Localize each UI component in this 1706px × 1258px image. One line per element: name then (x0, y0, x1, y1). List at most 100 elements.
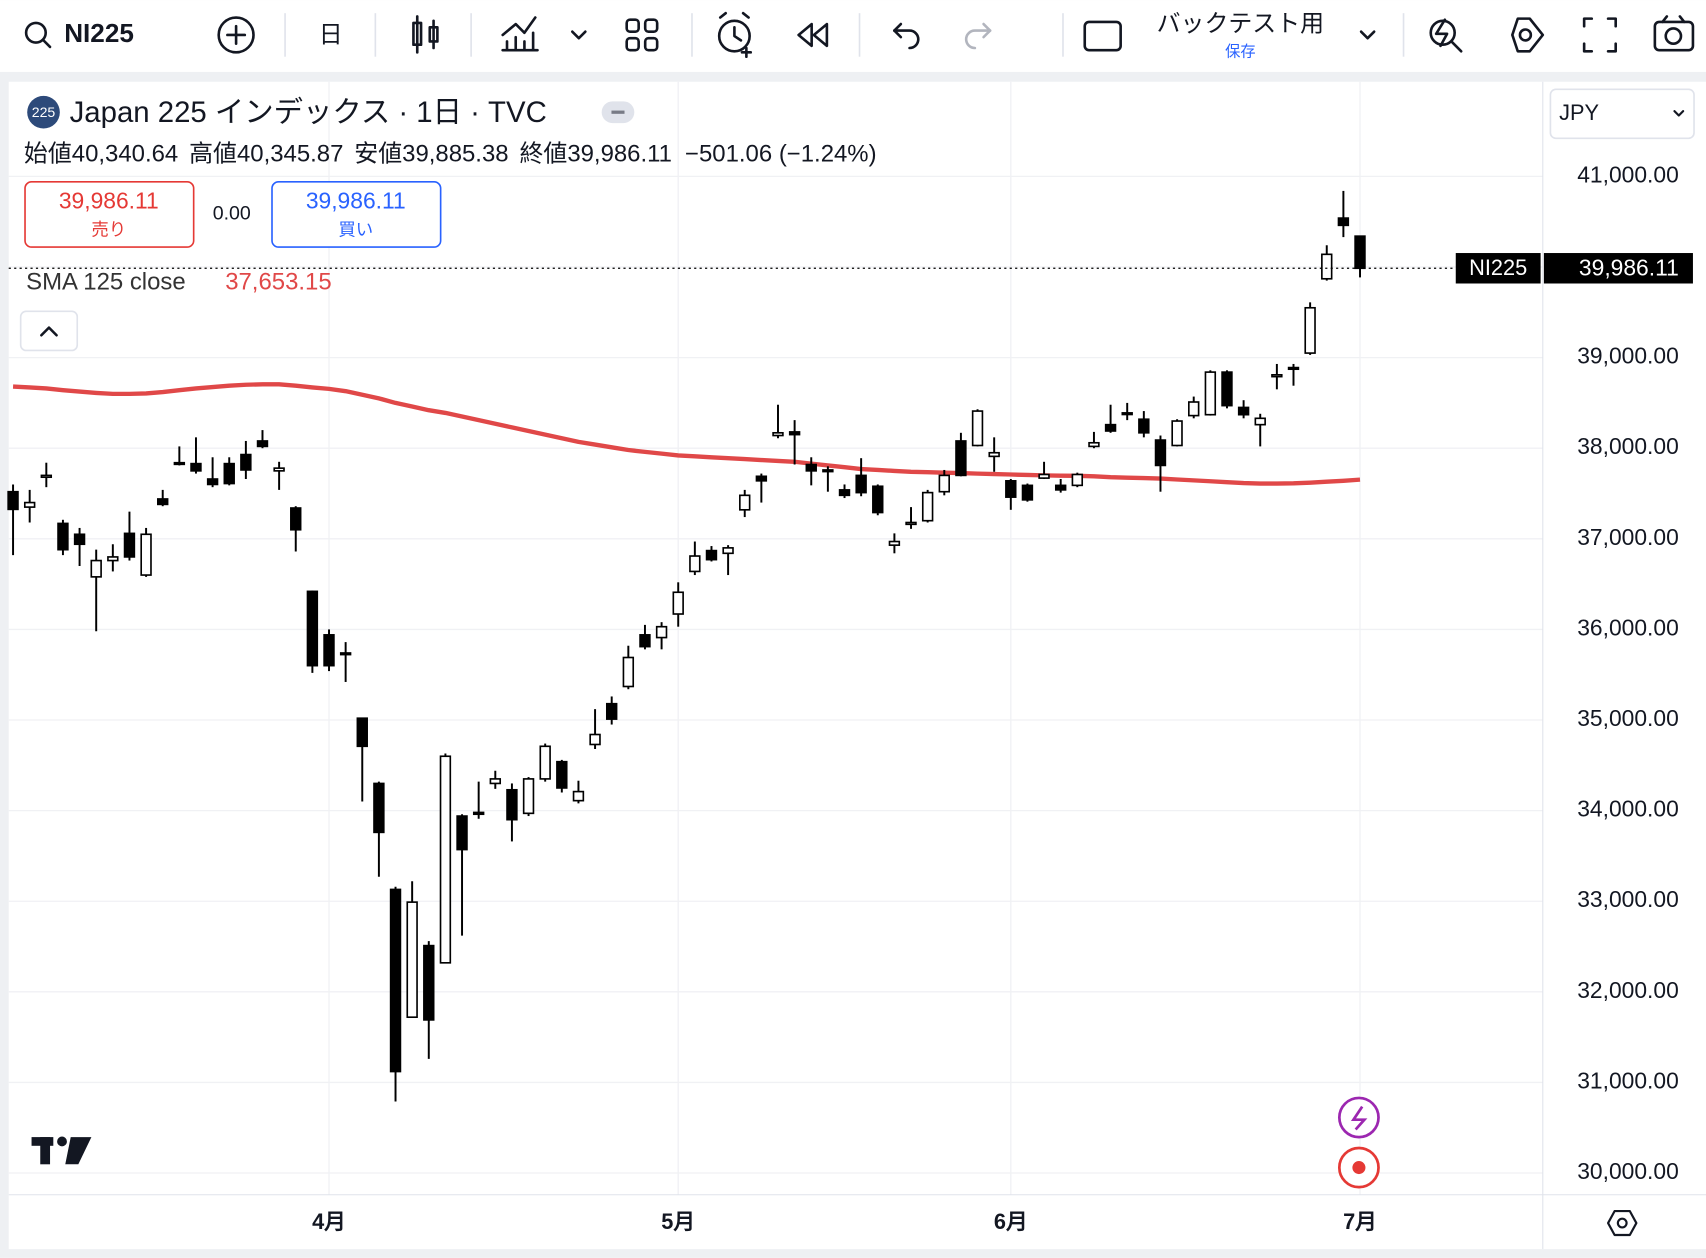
candle-body (805, 463, 817, 472)
candle-body (672, 591, 684, 615)
label: 始値 (24, 141, 72, 168)
label: 終値 (519, 141, 567, 168)
change: −501.06 (−1.24%) (685, 141, 877, 168)
candle-body (1021, 484, 1034, 501)
candle-body (157, 498, 169, 506)
candle-body (339, 652, 352, 656)
symbol[interactable]: NI225 (64, 18, 134, 48)
price-tag: 39,986.11 (1579, 254, 1679, 280)
candle-body (423, 944, 435, 1021)
buy-button[interactable]: 39,986.11 買い (271, 181, 442, 248)
candle-body (456, 815, 468, 851)
layout-name[interactable]: バックテスト用 (1157, 10, 1324, 37)
value: 39,885.38 (402, 141, 508, 168)
candle-body (556, 760, 568, 789)
currency-select[interactable]: JPY (1549, 88, 1695, 140)
candle-body (190, 462, 202, 472)
candle-body (1304, 306, 1316, 354)
candle-body (1221, 371, 1233, 407)
candle-body (971, 410, 984, 447)
screenshot[interactable] (1653, 15, 1695, 52)
quick-search[interactable] (1429, 18, 1463, 53)
candle-body (506, 788, 518, 821)
candle-body (223, 462, 235, 485)
candle-body (57, 522, 69, 551)
currency[interactable]: JPY (1559, 100, 1599, 125)
y-tick-label: 36,000.00 (1577, 614, 1679, 640)
candle-body (1138, 418, 1150, 434)
candle-body (73, 533, 86, 546)
alert[interactable] (717, 11, 753, 59)
sell-label[interactable]: 売り (91, 219, 126, 239)
candle-body (1321, 253, 1333, 280)
candle-body (273, 467, 285, 472)
price-tag-name: NI225 (1469, 255, 1527, 280)
chart-title: Japan 225 インデックス · 1日 · TVC (70, 96, 547, 129)
candle-body (788, 431, 801, 436)
candle-body (1088, 441, 1100, 448)
candle-body (1104, 423, 1117, 432)
overlays (8, 81, 1706, 1250)
candle-body (1054, 484, 1067, 491)
candle-body (755, 475, 768, 482)
chevron[interactable] (570, 30, 587, 40)
x-tick-label: 4月 (312, 1209, 346, 1234)
record-dot (1352, 1161, 1366, 1175)
candle-body (705, 549, 718, 561)
sma-name: SMA 125 close (26, 268, 186, 295)
candle-body (605, 702, 618, 720)
candle-body (472, 811, 485, 816)
candle-body (739, 494, 751, 511)
candle-body (406, 901, 418, 1019)
tv-logo (31, 1136, 92, 1165)
layout-select[interactable] (1083, 20, 1122, 52)
buy-label[interactable]: 買い (338, 219, 373, 239)
layouts[interactable] (625, 18, 659, 52)
fullscreen[interactable] (1582, 17, 1618, 53)
replay[interactable] (797, 22, 829, 48)
spread: 0.00 (213, 203, 251, 225)
redo[interactable] (964, 22, 992, 50)
search-button[interactable]: NI225 (24, 18, 134, 49)
candle-body (539, 745, 551, 780)
undo[interactable] (893, 22, 920, 50)
indicators[interactable] (501, 16, 539, 52)
chart-panel (8, 81, 1706, 1250)
candle-body (140, 533, 152, 576)
chart-type[interactable] (412, 15, 439, 54)
events-icon[interactable] (1337, 1096, 1380, 1139)
collapse-button[interactable] (19, 310, 79, 352)
value: 39,986.11 (567, 141, 672, 168)
add-symbol[interactable] (217, 16, 255, 54)
candle-body (772, 431, 784, 437)
grid-layer (8, 81, 1543, 1195)
interval[interactable]: 日 (319, 21, 343, 48)
candle-body (1287, 366, 1300, 371)
candle-body (822, 469, 834, 473)
candle-body (489, 778, 502, 785)
buy-price[interactable]: 39,986.11 (306, 188, 406, 214)
candle-body (589, 733, 601, 746)
chevron[interactable] (1359, 30, 1376, 40)
ohlc-row: 始値40,340.64 高値40,345.87 安値39,885.38 終値39,98… (24, 141, 877, 168)
sell-button[interactable]: 39,986.11 売り (24, 181, 195, 248)
settings[interactable] (1511, 17, 1545, 53)
candle-body (888, 540, 901, 546)
candle-body (306, 590, 319, 667)
candle-body (290, 507, 302, 531)
candle-body (373, 782, 385, 834)
candle-body (988, 451, 1000, 458)
candle-body (1038, 473, 1050, 479)
candle-body (905, 521, 917, 526)
price-tag-bg (1543, 253, 1693, 284)
candle-body (639, 634, 651, 648)
candle-body (1254, 417, 1266, 426)
axis-settings[interactable] (1606, 1209, 1638, 1237)
candle-body (1171, 420, 1183, 447)
sell-price[interactable]: 39,986.11 (59, 188, 159, 214)
legend: 225 Japan 225 インデックス · 1日 · TVC 始値40,340… (19, 95, 877, 352)
candle-body (689, 555, 701, 573)
candle-body (1204, 371, 1217, 416)
